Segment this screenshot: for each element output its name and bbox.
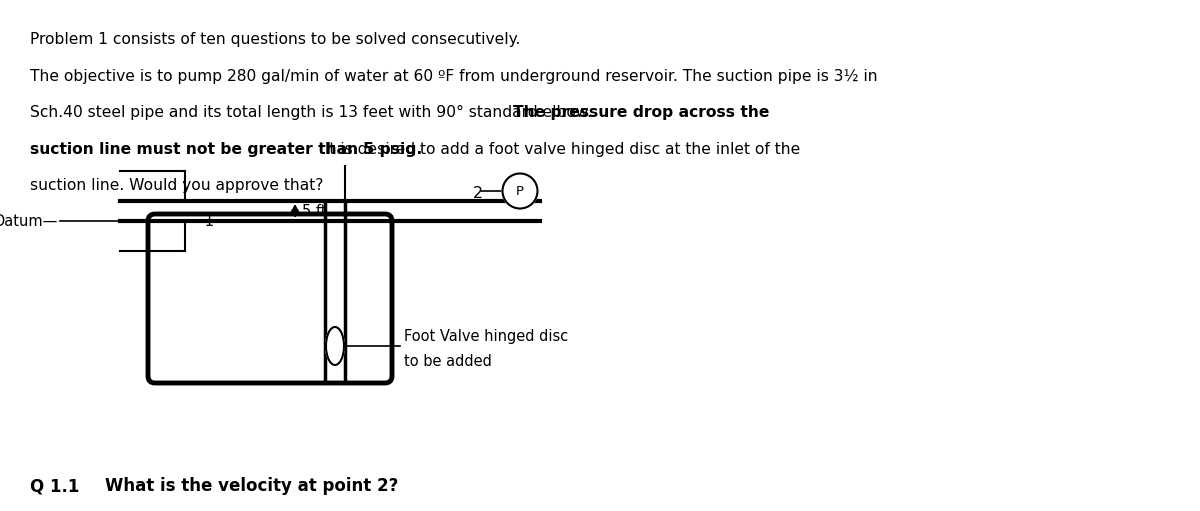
Text: It is desired to add a foot valve hinged disc at the inlet of the: It is desired to add a foot valve hinged… [319, 142, 800, 156]
Text: 2: 2 [473, 185, 482, 200]
Text: What is the velocity at point 2?: What is the velocity at point 2? [106, 477, 398, 495]
Text: suction line must not be greater than 5 psig.: suction line must not be greater than 5 … [30, 142, 422, 156]
Text: Q 1.1: Q 1.1 [30, 477, 79, 495]
Circle shape [503, 174, 538, 208]
Text: Datum—: Datum— [0, 214, 58, 228]
Text: Problem 1 consists of ten questions to be solved consecutively.: Problem 1 consists of ten questions to b… [30, 32, 521, 47]
Text: Foot Valve hinged disc: Foot Valve hinged disc [404, 329, 569, 343]
Ellipse shape [326, 327, 344, 365]
Text: The pressure drop across the: The pressure drop across the [514, 105, 769, 120]
Text: suction line. Would you approve that?: suction line. Would you approve that? [30, 178, 324, 193]
FancyBboxPatch shape [148, 214, 392, 383]
Text: —1—: —1— [190, 214, 229, 228]
Text: Sch.40 steel pipe and its total length is 13 feet with 90° standard elbow.: Sch.40 steel pipe and its total length i… [30, 105, 596, 120]
Text: P: P [516, 184, 524, 197]
Text: to be added: to be added [404, 354, 492, 368]
Text: The objective is to pump 280 gal/min of water at 60 ºF from underground reservoi: The objective is to pump 280 gal/min of … [30, 68, 877, 83]
Text: 5 ft: 5 ft [302, 203, 326, 219]
